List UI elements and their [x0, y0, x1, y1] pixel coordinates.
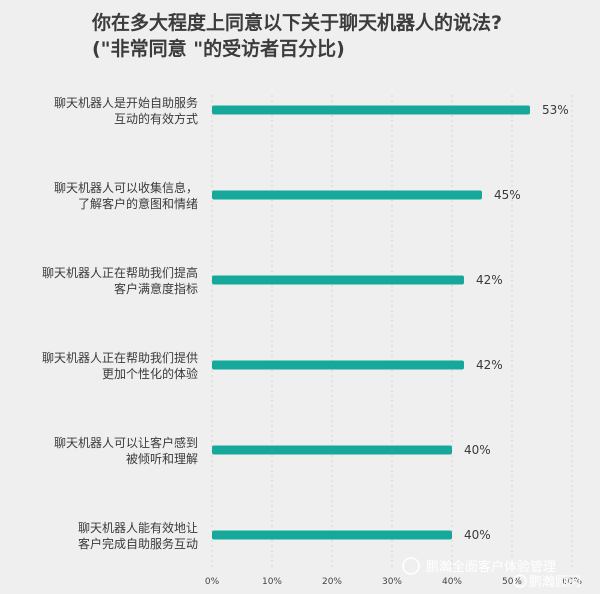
x-tick-labels: 0% 10% 20% 30% 40% 50% 60%	[205, 577, 583, 587]
value-labels: 53% 45% 42% 42% 40% 40%	[464, 103, 569, 542]
x-tick-label: 20%	[322, 577, 342, 587]
bar	[212, 445, 452, 455]
chart-subtitle: ("非常同意 "的受访者百分比)	[92, 38, 345, 60]
weibo-logo-icon	[513, 574, 527, 588]
value-label: 42%	[476, 273, 503, 287]
value-label: 42%	[476, 358, 503, 372]
grid-lines	[211, 95, 573, 570]
category-label: 聊天机器人是开始自助服务互动的有效方式	[54, 95, 198, 126]
category-label-line: 了解客户的意图和情绪	[78, 196, 198, 211]
category-label: 聊天机器人能有效地让客户完成自助服务互动	[78, 520, 198, 551]
value-label: 40%	[464, 528, 491, 542]
x-tick-label: 10%	[262, 577, 282, 587]
category-label-line: 被倾听和理解	[126, 452, 198, 466]
bar	[212, 275, 464, 285]
bar	[212, 105, 530, 115]
value-label: 53%	[542, 103, 569, 117]
category-label: 聊天机器人正在帮助我们提供更加个性化的体验	[42, 350, 198, 381]
bar	[212, 530, 452, 540]
x-tick-label: 50%	[502, 577, 522, 587]
category-label-line: 聊天机器人正在帮助我们提高	[42, 265, 198, 280]
x-tick-label: 0%	[205, 577, 220, 587]
watermark-text-2: 鹏瀚顾问	[529, 575, 581, 590]
category-label: 聊天机器人可以收集信息，了解客户的意图和情绪	[54, 180, 198, 211]
bars	[212, 105, 530, 540]
category-label-line: 客户完成自助服务互动	[78, 536, 198, 551]
category-label-line: 聊天机器人是开始自助服务	[54, 95, 198, 110]
category-label: 聊天机器人可以让客户感到被倾听和理解	[54, 435, 198, 466]
watermark-text-1: 鹏瀚全面客户体验管理	[426, 559, 556, 575]
value-label: 40%	[464, 443, 491, 457]
x-tick-label: 30%	[382, 577, 402, 587]
category-label-line: 聊天机器人可以收集信息，	[54, 180, 198, 195]
category-label-line: 聊天机器人可以让客户感到	[54, 435, 198, 450]
x-tick-label: 60%	[562, 577, 582, 587]
wechat-logo-icon	[402, 557, 420, 575]
value-label: 45%	[494, 188, 521, 202]
category-label-line: 聊天机器人正在帮助我们提供	[42, 350, 198, 365]
category-label-line: 聊天机器人能有效地让	[78, 520, 198, 535]
category-label-line: 更加个性化的体验	[102, 366, 198, 381]
chart-title: 你在多大程度上同意以下关于聊天机器人的说法? ("非常同意 "的受访者百分比)	[92, 10, 592, 62]
category-labels: 聊天机器人是开始自助服务互动的有效方式聊天机器人可以收集信息，了解客户的意图和情…	[42, 95, 198, 551]
bar	[212, 190, 482, 200]
bar	[212, 360, 464, 370]
chart-title-line: 你在多大程度上同意以下关于聊天机器人的说法?	[92, 12, 503, 34]
category-label: 聊天机器人正在帮助我们提高客户满意度指标	[42, 265, 198, 296]
category-label-line: 互动的有效方式	[114, 111, 198, 126]
category-label-line: 客户满意度指标	[114, 281, 198, 296]
watermark: 鹏瀚全面客户体验管理 鹏瀚顾问	[402, 557, 581, 590]
x-tick-label: 40%	[442, 577, 462, 587]
